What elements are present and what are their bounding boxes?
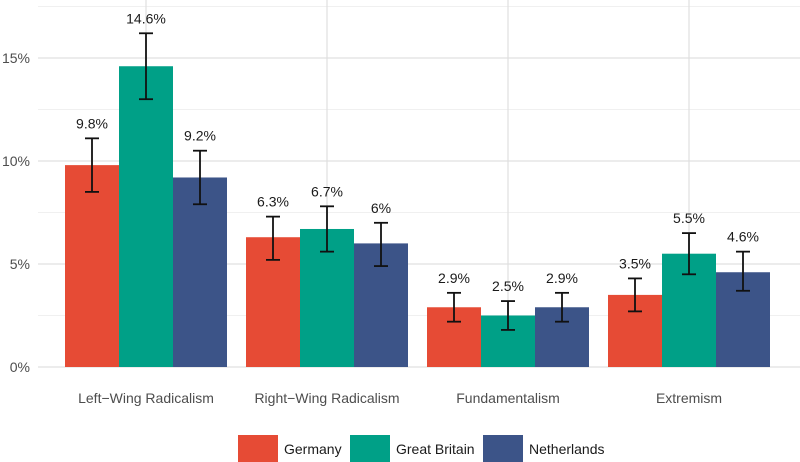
legend-label: Great Britain [396, 441, 475, 457]
error-bar [447, 291, 461, 323]
bar-great-britain [119, 66, 173, 368]
x-axis-labels: Left−Wing Radicalism Right−Wing Radicalis… [78, 390, 722, 406]
data-label: 4.6% [727, 229, 759, 245]
x-tick-label: Extremism [656, 390, 722, 406]
error-bar [682, 232, 696, 276]
error-bar [555, 291, 569, 323]
x-tick-label: Left−Wing Radicalism [78, 390, 214, 406]
error-bar [628, 277, 642, 313]
data-label: 14.6% [126, 10, 166, 26]
legend: Germany Great Britain Netherlands [238, 435, 605, 462]
data-label: 3.5% [619, 255, 651, 271]
error-bar [501, 300, 515, 331]
data-label: 2.9% [546, 270, 578, 286]
bar-germany [65, 165, 119, 367]
data-label: 2.5% [492, 278, 524, 294]
data-label: 6.3% [257, 194, 289, 210]
y-tick-label: 0% [10, 359, 30, 375]
error-bar [85, 137, 99, 193]
bars [65, 66, 770, 368]
legend-swatch [238, 435, 278, 462]
data-label: 5.5% [673, 210, 705, 226]
error-bar [374, 221, 388, 267]
data-label: 6.7% [311, 183, 343, 199]
error-bars [85, 32, 750, 331]
error-bar [320, 205, 334, 253]
data-label: 2.9% [438, 270, 470, 286]
y-tick-label: 5% [10, 256, 30, 272]
x-tick-label: Fundamentalism [456, 390, 560, 406]
data-label: 9.8% [76, 115, 108, 131]
error-bar [193, 149, 207, 206]
data-labels: 9.8% 14.6% 9.2% 6.3% 6.7% 6% 2.9% 2.5% 2.9% 3.5% 5… [76, 10, 759, 294]
y-tick-label: 15% [2, 50, 30, 66]
bar-netherlands [173, 177, 227, 367]
legend-swatch [483, 435, 523, 462]
legend-swatch [350, 435, 390, 462]
error-bar [266, 215, 280, 261]
y-axis: 0% 5% 10% 15% [2, 50, 30, 375]
legend-label: Germany [284, 441, 342, 457]
data-label: 9.2% [184, 128, 216, 144]
data-label: 6% [371, 200, 391, 216]
y-tick-label: 10% [2, 153, 30, 169]
x-tick-label: Right−Wing Radicalism [254, 390, 399, 406]
legend-label: Netherlands [529, 441, 605, 457]
error-bar [736, 250, 750, 292]
error-bar [139, 32, 153, 101]
